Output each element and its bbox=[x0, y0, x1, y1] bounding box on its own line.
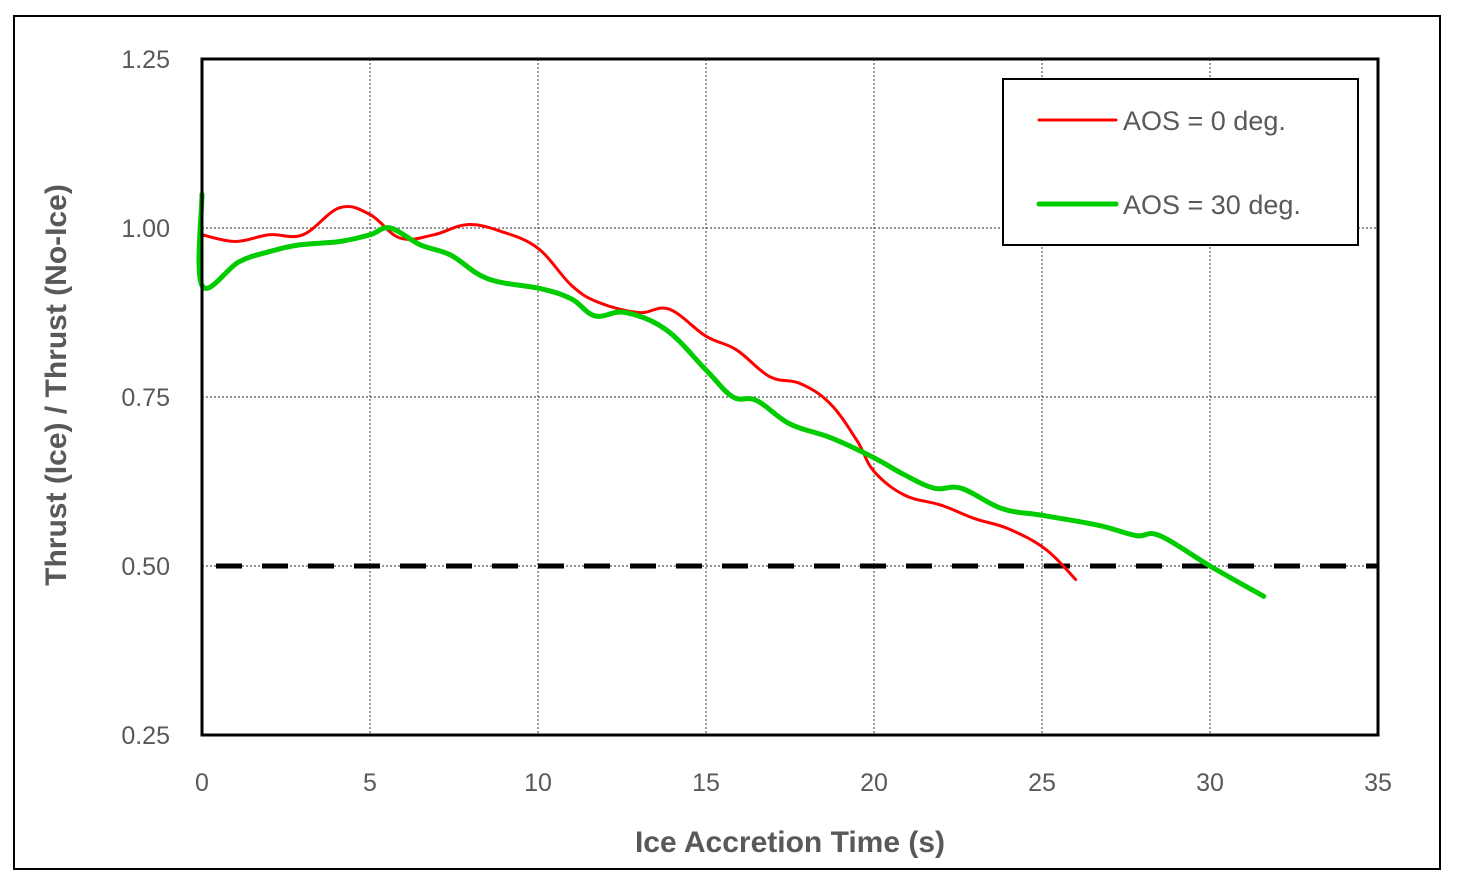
y-tick-label: 1.25 bbox=[121, 46, 170, 74]
x-axis-ticks: 0 5 10 15 20 25 30 35 bbox=[195, 769, 1392, 797]
data-series bbox=[196, 191, 1267, 599]
x-tick-label: 0 bbox=[195, 769, 209, 797]
series-aos-30-line bbox=[196, 191, 1267, 599]
y-tick-label: 0.75 bbox=[121, 384, 170, 412]
series-aos-0-line bbox=[200, 204, 1078, 581]
legend-box bbox=[1002, 78, 1359, 246]
x-tick-label: 10 bbox=[524, 769, 552, 797]
x-tick-label: 15 bbox=[692, 769, 720, 797]
x-axis-title: Ice Accretion Time (s) bbox=[635, 826, 945, 859]
x-tick-label: 35 bbox=[1364, 769, 1392, 797]
y-axis-ticks: 1.25 1.00 0.75 0.50 0.25 bbox=[121, 46, 170, 750]
x-tick-label: 5 bbox=[363, 769, 377, 797]
legend-label-aos-30: AOS = 30 deg. bbox=[1123, 190, 1301, 220]
legend: AOS = 0 deg. AOS = 30 deg. bbox=[1002, 78, 1359, 246]
x-tick-label: 30 bbox=[1196, 769, 1224, 797]
x-tick-label: 25 bbox=[1028, 769, 1056, 797]
legend-label-aos-0: AOS = 0 deg. bbox=[1123, 106, 1286, 136]
y-tick-label: 0.25 bbox=[121, 722, 170, 750]
x-tick-label: 20 bbox=[860, 769, 888, 797]
y-tick-label: 1.00 bbox=[121, 215, 170, 243]
y-tick-label: 0.50 bbox=[121, 553, 170, 581]
y-axis-title: Thrust (Ice) / Thrust (No-Ice) bbox=[40, 184, 73, 586]
plot-area-border bbox=[200, 57, 1380, 737]
